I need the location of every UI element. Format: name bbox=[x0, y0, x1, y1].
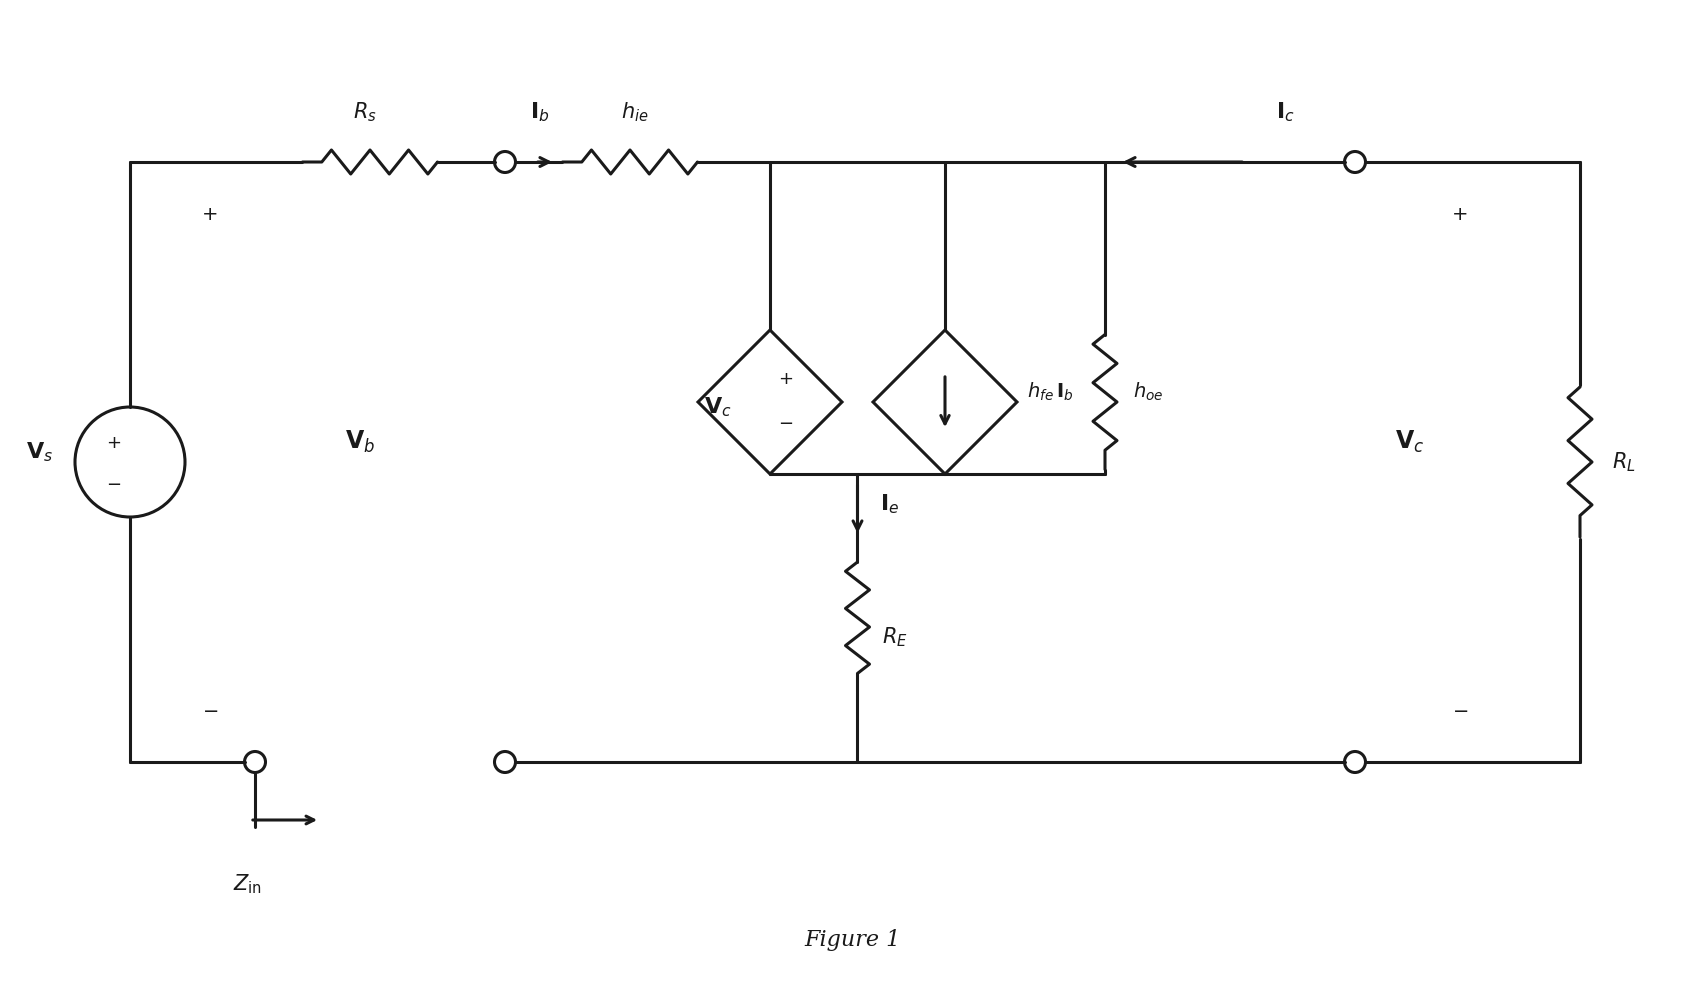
Text: $\mathbf{V}_c$: $\mathbf{V}_c$ bbox=[1395, 429, 1425, 455]
Text: $-$: $-$ bbox=[106, 474, 121, 492]
Text: $\mathbf{I}_c$: $\mathbf{I}_c$ bbox=[1275, 100, 1294, 124]
Text: $\mathbf{I}_e$: $\mathbf{I}_e$ bbox=[880, 492, 899, 516]
Text: +: + bbox=[106, 434, 121, 452]
Text: $R_s$: $R_s$ bbox=[353, 100, 377, 124]
Text: $\mathbf{V}_b$: $\mathbf{V}_b$ bbox=[344, 429, 375, 455]
Text: $h_{oe}$: $h_{oe}$ bbox=[1134, 381, 1163, 404]
Text: $\mathbf{I}_b$: $\mathbf{I}_b$ bbox=[530, 100, 549, 124]
Text: $h_{fe}\,\mathbf{I}_b$: $h_{fe}\,\mathbf{I}_b$ bbox=[1026, 381, 1074, 404]
Text: $\mathbf{V}_c$: $\mathbf{V}_c$ bbox=[704, 395, 731, 418]
Text: $R_E$: $R_E$ bbox=[883, 626, 909, 649]
Text: Figure 1: Figure 1 bbox=[805, 929, 900, 951]
Text: $-$: $-$ bbox=[1453, 700, 1468, 720]
Text: +: + bbox=[201, 204, 218, 224]
Text: $-$: $-$ bbox=[201, 700, 218, 720]
Text: +: + bbox=[1451, 204, 1468, 224]
Text: $R_L$: $R_L$ bbox=[1611, 450, 1635, 473]
Text: $h_{ie}$: $h_{ie}$ bbox=[621, 100, 650, 124]
Text: +: + bbox=[779, 370, 793, 388]
Text: $\mathbf{V}_s$: $\mathbf{V}_s$ bbox=[26, 440, 53, 464]
Text: $-$: $-$ bbox=[779, 413, 793, 431]
Text: $Z_\mathrm{in}$: $Z_\mathrm{in}$ bbox=[232, 872, 261, 896]
